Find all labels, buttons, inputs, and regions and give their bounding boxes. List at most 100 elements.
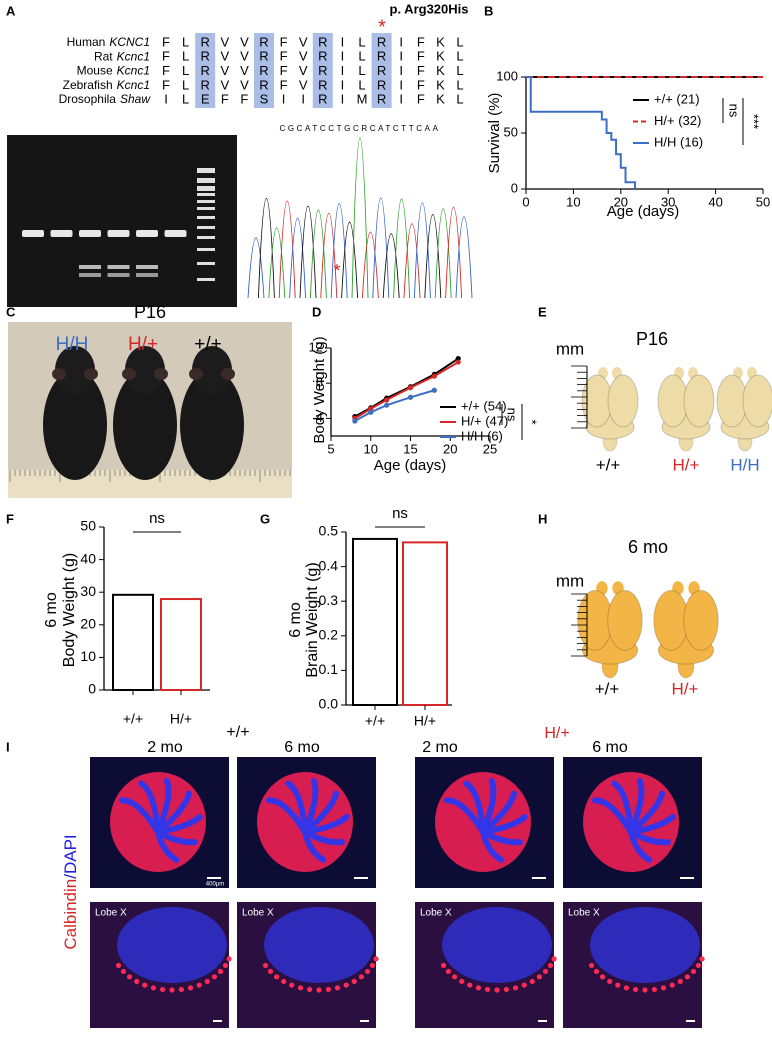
y-axis-label: Body Weight (g) (311, 336, 328, 443)
panel-letter: G (260, 511, 270, 526)
purkinje-cell (226, 956, 232, 962)
residue: F (240, 92, 248, 107)
residue: L (456, 92, 463, 107)
purkinje-cell (521, 982, 527, 988)
scale-bar-label: 400μm (206, 882, 224, 888)
photo-title: P16 (636, 329, 668, 349)
residue: K (436, 49, 445, 64)
bar (402, 541, 448, 706)
residue: K (436, 34, 445, 49)
species: Zebrafish (63, 78, 113, 92)
purkinje-cell (267, 968, 274, 975)
hemisphere (577, 590, 613, 651)
purkinje-cell (373, 956, 379, 962)
species-label: Mouse Kcnc1 (77, 64, 150, 78)
highlight (312, 33, 333, 108)
residue: I (282, 92, 286, 107)
y-tick-label: 0.2 (319, 627, 339, 643)
residue: V (240, 63, 249, 78)
residue: R (377, 92, 386, 107)
purkinje-cell (169, 987, 175, 993)
gel-band (50, 230, 73, 237)
purkinje-cell (150, 985, 157, 991)
y-tick-label: 20 (80, 616, 96, 632)
purkinje-cell (126, 974, 133, 980)
purkinje-cell (325, 986, 331, 993)
legend-label: H/+ (32) (654, 113, 701, 128)
highlight (254, 33, 274, 108)
gel-band (107, 273, 130, 277)
ladder-band (197, 193, 215, 196)
y-tick-label: 0.0 (319, 696, 339, 712)
residue: F (280, 77, 288, 92)
residue: L (182, 92, 189, 107)
residue: I (399, 63, 403, 78)
trace-peak (361, 231, 379, 299)
residue: V (220, 49, 229, 64)
folium (155, 829, 180, 863)
purkinje-cell (551, 956, 557, 962)
legend-label: +/+ (21) (654, 91, 700, 106)
residue: I (164, 92, 168, 107)
hemisphere (653, 590, 689, 651)
region-label: Lobe X (420, 908, 452, 919)
genotype-label: H/H (730, 455, 759, 474)
trace-peak (393, 199, 411, 299)
species: Mouse (77, 64, 113, 78)
residue: R (259, 77, 268, 92)
residue: I (301, 92, 305, 107)
residue: R (201, 77, 210, 92)
trace-peak (455, 216, 473, 299)
legend-label: H/+ (47) (461, 413, 508, 428)
purkinje-cell (651, 986, 657, 993)
bar (352, 537, 398, 706)
y-axis-label: Brain Weight (g) (304, 562, 321, 677)
panel-letter: H (538, 511, 547, 526)
y-tick-label: 12 (309, 339, 323, 354)
ladder-band (197, 216, 215, 219)
x-tick-label: 50 (756, 194, 770, 209)
residue: V (240, 49, 249, 64)
purkinje-cell (120, 968, 127, 975)
data-point (407, 394, 414, 400)
y-tick-label: 0.3 (319, 592, 339, 608)
gene: Kcnc1 (117, 64, 150, 78)
panel-letter: A (6, 3, 16, 18)
genotype-label: +/+ (194, 334, 221, 355)
legend-label: +/+ (54) (461, 398, 507, 413)
x-tick-label: 20 (443, 441, 457, 456)
data-point (384, 402, 390, 408)
mouse-body (180, 370, 244, 480)
residue: R (259, 34, 268, 49)
x-tick-label: +/+ (123, 711, 143, 727)
purkinje-cell (451, 974, 458, 980)
gel-band (79, 230, 101, 237)
data-point (352, 418, 358, 424)
residue: L (182, 34, 189, 49)
x-axis-label: Age (days) (607, 203, 680, 220)
gel-band (164, 230, 187, 237)
gene: Kcnc1 (117, 49, 150, 63)
residue: R (259, 63, 268, 78)
trace-peak (309, 209, 327, 299)
trace-peak (299, 205, 317, 299)
mouse-ear (189, 368, 203, 380)
gel-band (107, 265, 130, 269)
ladder-band (197, 278, 215, 281)
residue: F (221, 92, 229, 107)
purkinje-cell (142, 982, 148, 988)
trace-peak (268, 227, 286, 299)
y-tick-label: 0 (511, 180, 518, 195)
purkinje-cell (289, 982, 295, 988)
genotype-label: H/H (56, 334, 89, 355)
species-label: Drosophila Shaw (59, 92, 152, 106)
purkinje-cell (677, 978, 683, 985)
significance-label: *** (747, 114, 762, 129)
residue: F (280, 63, 288, 78)
residue: I (399, 34, 403, 49)
mouse-head (192, 346, 232, 394)
significance-label: ns (505, 408, 520, 422)
brain (716, 367, 772, 452)
trace-peak (320, 212, 338, 299)
